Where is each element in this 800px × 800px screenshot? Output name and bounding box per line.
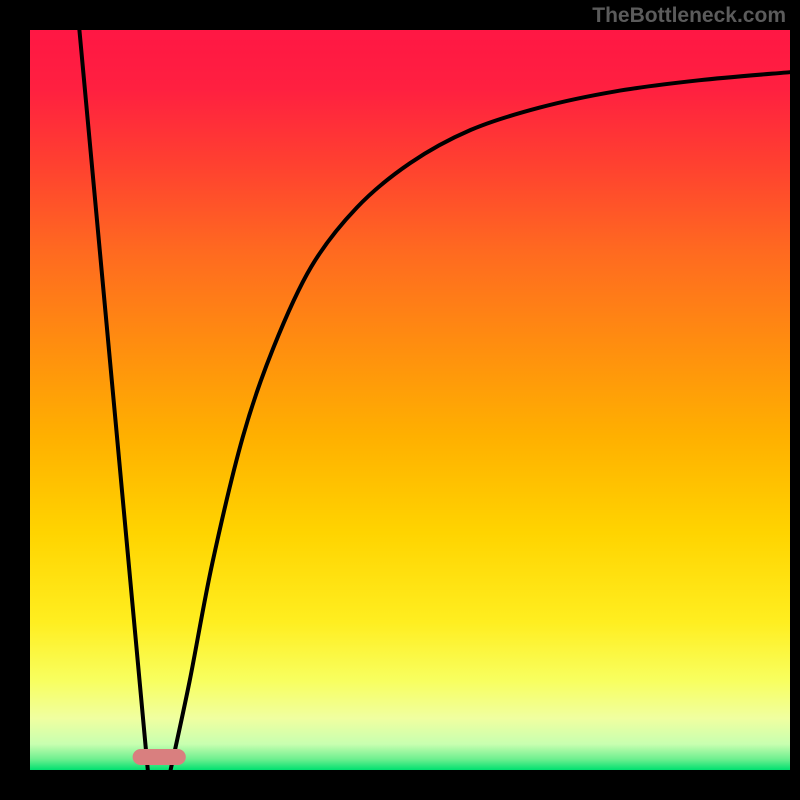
bottleneck-chart [0,0,800,800]
plot-area [30,30,790,770]
chart-container: TheBottleneck.com [0,0,800,800]
attribution-text: TheBottleneck.com [592,4,786,28]
optimal-marker [133,749,186,765]
